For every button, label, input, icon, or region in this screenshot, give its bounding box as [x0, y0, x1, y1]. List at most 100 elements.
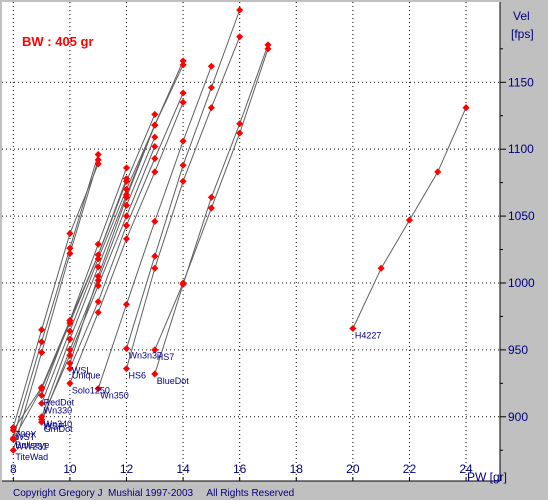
x-tick-label: 18	[290, 462, 304, 476]
data-point	[94, 308, 102, 316]
data-point	[9, 426, 17, 434]
series-label: Bullseye	[15, 440, 49, 450]
series-label: WSF	[44, 421, 64, 431]
data-point	[38, 399, 46, 407]
x-tick-label: 14	[176, 462, 190, 476]
data-point	[66, 316, 74, 324]
data-point	[434, 168, 442, 176]
data-point	[94, 282, 102, 290]
series-label: Wn350	[100, 391, 129, 401]
data-point	[94, 276, 102, 284]
data-point	[179, 57, 187, 65]
data-point	[94, 272, 102, 280]
data-point	[236, 6, 244, 14]
x-tick-label: 8	[10, 462, 17, 476]
data-point	[122, 193, 131, 201]
data-point	[38, 349, 46, 357]
data-point	[38, 413, 46, 421]
data-point	[9, 435, 17, 444]
series-label: Solo1250	[72, 385, 110, 395]
series-label: GrnDot	[44, 424, 74, 434]
data-point	[122, 212, 131, 220]
data-point	[94, 251, 102, 259]
data-point	[264, 41, 272, 49]
series-label: HS6	[129, 371, 147, 381]
data-point	[94, 263, 102, 271]
y-axis-label: Vel	[513, 9, 530, 23]
data-point	[122, 164, 131, 172]
y-tick-label: 1100	[508, 142, 534, 156]
y-tick-label: 1000	[508, 276, 535, 290]
data-point	[462, 104, 470, 112]
data-point	[66, 351, 74, 359]
data-point	[38, 326, 46, 334]
data-point	[349, 324, 357, 333]
y-tick-label: 1150	[508, 75, 534, 89]
data-point	[151, 121, 159, 129]
data-point	[179, 89, 187, 97]
x-tick-label: 20	[346, 462, 360, 476]
data-point	[236, 33, 244, 41]
data-point	[94, 150, 102, 159]
series-label: Wn340	[44, 419, 73, 429]
y-axis: 900 950 1000 1050 1100 1150	[499, 2, 535, 481]
data-point	[38, 383, 46, 391]
data-point	[405, 216, 413, 224]
data-point	[66, 379, 74, 387]
data-point	[94, 156, 102, 164]
data-point	[38, 391, 46, 399]
data-point	[94, 160, 102, 168]
data-point	[207, 193, 215, 201]
data-point	[236, 120, 244, 128]
data-point	[66, 250, 74, 258]
series-label: H4227	[355, 330, 382, 340]
x-axis-label: PW [gr]	[467, 470, 507, 484]
data-point	[122, 201, 131, 209]
data-point	[66, 359, 74, 367]
y-tick-label: 950	[508, 343, 528, 357]
data-point	[66, 244, 74, 252]
data-point	[179, 161, 187, 169]
series-line	[12, 154, 99, 439]
series-line	[12, 159, 99, 451]
data-point	[66, 335, 74, 343]
series-label: Unique	[72, 371, 101, 381]
series-label: WW231	[15, 442, 47, 452]
series-label: Wn3n37	[129, 351, 163, 361]
data-point	[122, 185, 131, 193]
data-point	[122, 177, 131, 185]
series-label: RedDot	[44, 397, 75, 407]
data-points	[9, 6, 470, 454]
x-tick-label: 22	[403, 462, 417, 476]
series-label: HS7	[157, 352, 175, 362]
series-label: WST	[15, 432, 35, 442]
copyright-text: Copyright Gregory J Mushial 1997-2003 Al…	[13, 488, 294, 499]
x-tick-label: 12	[120, 462, 134, 476]
data-point	[151, 217, 159, 225]
x-tick-label: 24	[459, 462, 473, 476]
data-point	[122, 300, 131, 308]
data-point	[179, 61, 187, 69]
data-point	[377, 264, 385, 272]
y-tick-label: 900	[508, 410, 528, 424]
x-axis: 8 10 12 14 16 18 20 22 24	[2, 462, 500, 482]
series-label: 700X	[15, 429, 36, 439]
data-point	[179, 137, 187, 145]
series-label: BlueDot	[157, 376, 190, 386]
series-label: TiteWad	[15, 452, 48, 462]
data-point	[38, 338, 46, 346]
data-point	[122, 345, 131, 353]
data-point	[66, 229, 74, 238]
data-point	[66, 346, 74, 354]
data-point	[122, 235, 131, 243]
data-point	[122, 365, 131, 373]
data-point	[151, 370, 159, 378]
data-point	[207, 104, 215, 112]
data-point	[94, 385, 102, 393]
data-point	[264, 45, 272, 53]
data-point	[94, 255, 102, 263]
data-point	[151, 346, 159, 354]
data-point	[94, 240, 102, 248]
x-tick-label: 10	[63, 462, 77, 476]
